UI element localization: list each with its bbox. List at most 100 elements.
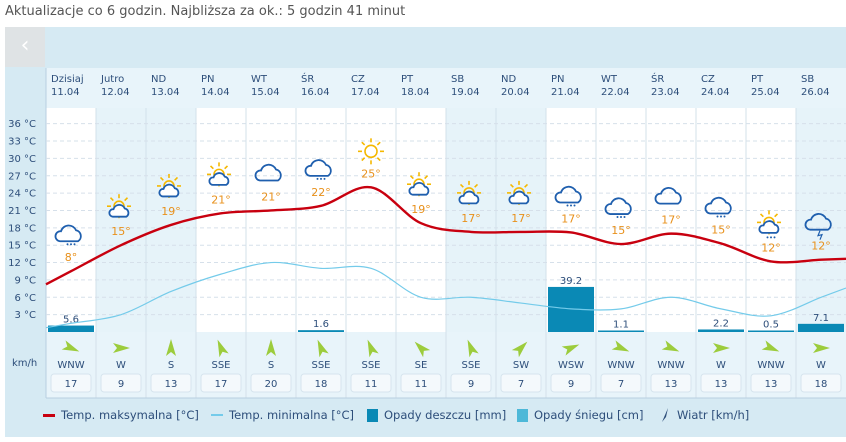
wind-speed: 9 (568, 379, 574, 390)
rain-swatch (367, 408, 378, 422)
day-header: ND 13.04 (151, 74, 180, 98)
rain-cloud-icon (554, 185, 582, 207)
rain-cloud-icon (304, 159, 332, 180)
sun-ray (524, 183, 529, 188)
y-tick-label: 15 °C (8, 241, 36, 252)
partly-cloudy-icon (207, 162, 231, 187)
wind-arrow-icon (813, 343, 830, 353)
day-name: CZ (351, 74, 365, 85)
day-name: Jutro (100, 74, 124, 85)
previous-button[interactable]: ‹ (5, 27, 45, 67)
temp-label: 15° (611, 224, 631, 237)
rain-drop (66, 243, 69, 246)
wind-speed: 9 (118, 379, 124, 390)
cloud-shape (804, 213, 832, 231)
day-date: 17.04 (351, 87, 380, 98)
snow-swatch (517, 408, 528, 422)
forecast-chart: Dzisiaj 11.04 Jutro 12.04 ND 13.04 PN 14.04 WT 15… (8, 68, 846, 399)
wind-direction: SSE (461, 360, 480, 371)
day-date: 12.04 (101, 87, 130, 98)
wind-direction: WSW (558, 360, 584, 371)
temp-label: 17° (661, 214, 681, 227)
day-date: 20.04 (501, 87, 530, 98)
rain-drop (766, 236, 769, 239)
wind-direction: W (116, 360, 126, 371)
rain-drop (620, 216, 622, 219)
legend-label: Temp. maksymalna [°C] (61, 408, 199, 422)
wind-arrow-icon (611, 340, 630, 352)
wind-speed-box (350, 373, 392, 393)
legend-label: Wiatr [km/h] (677, 408, 750, 422)
temp-label: 17° (511, 212, 531, 225)
wind-arrow-icon (713, 343, 730, 353)
legend-wind: Wiatr [km/h] (661, 408, 749, 422)
wind-speed: 20 (265, 379, 278, 390)
rain-label: 1.6 (313, 319, 329, 330)
cloud-icon (654, 186, 682, 205)
wind-speed: 11 (365, 379, 378, 390)
weekend-column (96, 108, 146, 332)
max-temp-line (45, 185, 846, 286)
day-name: PT (401, 74, 414, 85)
sun-icon (358, 138, 384, 165)
rain-cloud-icon (704, 196, 732, 218)
cloud-shape (254, 163, 282, 182)
day-header: SB 19.04 (451, 74, 480, 98)
wind-speed-box (700, 373, 742, 393)
sun-ray (174, 176, 179, 181)
sun-ray (109, 197, 114, 202)
rain-cloud-icon (54, 224, 82, 246)
day-date: 23.04 (651, 87, 680, 98)
temp-label: 25° (361, 167, 381, 180)
day-name: ŚR (651, 72, 664, 85)
day-date: 11.04 (51, 87, 80, 98)
temp-label: 19° (161, 205, 181, 218)
rain-bar (48, 325, 94, 332)
day-header: CZ 17.04 (351, 74, 380, 98)
day-name: Dzisiaj (51, 74, 84, 85)
cloud-shape (604, 197, 632, 215)
forecast-panel: Dzisiaj 11.04 Jutro 12.04 ND 13.04 PN 14.04 WT 15… (5, 27, 846, 437)
sun-ray (376, 157, 381, 162)
temp-label: 17° (561, 212, 581, 225)
wind-arrow-icon (61, 340, 80, 352)
legend-snow: Opady śniegu [cm] (517, 408, 643, 422)
rain-bar (698, 329, 744, 332)
sun-ray (459, 183, 464, 188)
day-header: CZ 24.04 (701, 74, 730, 98)
cloud-shape (654, 186, 682, 205)
day-name: PN (201, 74, 215, 85)
day-header: PN 14.04 (201, 74, 230, 98)
day-date: 26.04 (801, 87, 830, 98)
wind-arrow-icon (662, 408, 668, 422)
temp-label: 12° (811, 240, 831, 253)
rain-drop (720, 215, 722, 218)
cloud-shape (158, 183, 180, 198)
wind-speed: 13 (165, 379, 178, 390)
rain-drop (570, 204, 572, 207)
weekend-column (796, 108, 846, 332)
rain-drop (623, 216, 626, 219)
rain-drop (773, 236, 776, 239)
lightning (817, 230, 823, 240)
y-tick-label: 30 °C (8, 154, 36, 165)
temp-label: 21° (261, 190, 281, 203)
wind-speed: 11 (415, 379, 428, 390)
chevron-left-icon: ‹ (20, 33, 30, 58)
y-tick-label: 18 °C (8, 223, 36, 234)
min-line-swatch (211, 414, 223, 416)
wind-speed-box (550, 373, 592, 393)
rain-drop (320, 177, 322, 180)
wind-direction: WNW (57, 360, 84, 371)
sun-ray (224, 165, 229, 170)
y-tick-label: 27 °C (8, 171, 36, 182)
cloud-icon (254, 163, 282, 182)
day-date: 25.04 (751, 87, 780, 98)
temp-label: 8° (65, 251, 78, 264)
sun-ray (361, 157, 366, 162)
temp-label: 19° (411, 203, 431, 216)
y-tick-label: 6 °C (14, 293, 36, 304)
wind-arrow-icon (467, 339, 479, 358)
max-line-swatch (43, 413, 55, 417)
day-date: 21.04 (551, 87, 580, 98)
